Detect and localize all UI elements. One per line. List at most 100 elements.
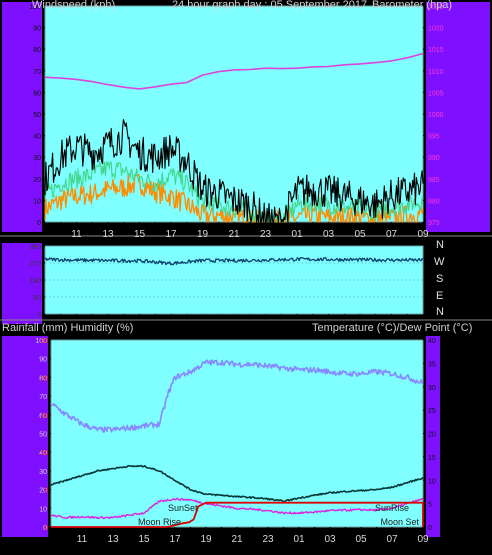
- windspeed-axis-title: Windspeed (kph): [32, 0, 116, 11]
- annotation-sunset: SunSet: [168, 503, 198, 513]
- series-temperature-c: [50, 464, 424, 503]
- humidity-axis-label: 10: [39, 506, 47, 513]
- direction-axis-label: 0: [37, 312, 41, 319]
- compass-label-n: N: [436, 239, 444, 251]
- barometer-axis-label: 1015: [428, 47, 444, 54]
- series-rainfall-mm: [51, 501, 424, 528]
- barometer-axis-label: 980: [428, 198, 440, 205]
- x-tick-label: 03: [324, 534, 336, 545]
- x-tick-label: 19: [197, 229, 209, 240]
- right-axis-panel-2: [426, 336, 440, 537]
- series-wind-gust: [44, 161, 424, 223]
- x-tick-label: 09: [417, 229, 429, 240]
- x-tick-label: 23: [262, 534, 274, 545]
- barometer-axis-label: 975: [428, 220, 440, 227]
- x-tick-label: 21: [228, 229, 240, 240]
- windspeed-axis-label: 20: [33, 177, 41, 184]
- temperature-axis-label: 5: [428, 502, 432, 509]
- x-tick-label: 15: [138, 534, 150, 545]
- series-windspeed-kph: [44, 119, 424, 223]
- direction-axis-label: 180: [29, 278, 41, 285]
- x-tick-label: 13: [107, 534, 119, 545]
- compass-label-e: E: [436, 290, 444, 302]
- temperature-axis-label: 15: [428, 455, 436, 462]
- series-wind-spread: [44, 173, 424, 223]
- compass-label-n2: N: [436, 306, 444, 318]
- left-axis-panel-1: [2, 243, 42, 324]
- x-tick-label: 11: [77, 534, 88, 545]
- direction-axis-label: 270: [29, 261, 41, 268]
- windspeed-axis-label: 30: [33, 155, 41, 162]
- x-tick-label: 17: [165, 229, 177, 240]
- plot-area-2: [50, 339, 424, 528]
- rainfall-axis-label: 20: [40, 375, 48, 382]
- series-barometer-hpa: [44, 52, 424, 90]
- humidity-axis-label: 100: [35, 338, 47, 345]
- direction-axis-label: 360: [29, 244, 41, 251]
- rainfall-axis-label: 5: [44, 488, 48, 495]
- x-tick-label: 09: [417, 534, 429, 545]
- windspeed-axis-label: 10: [33, 198, 41, 205]
- barometer-axis-label: 1025: [428, 4, 444, 11]
- rainfall-axis-label: 10: [40, 450, 48, 457]
- x-tick-label: 23: [260, 229, 272, 240]
- compass-label-w: W: [434, 256, 445, 268]
- rainfall-axis-label: 25: [40, 338, 48, 345]
- annotation-sunrise: SunRise: [375, 503, 409, 513]
- barometer-axis-label: 1010: [428, 69, 444, 76]
- left-axis-panel-0: [2, 2, 42, 232]
- humidity-axis-label: 30: [39, 469, 47, 476]
- direction-axis-label: 90: [33, 295, 41, 302]
- x-tick-label: 07: [386, 229, 398, 240]
- windspeed-axis-label: 100: [29, 4, 41, 11]
- temperature-axis-label: 10: [428, 478, 436, 485]
- temperature-axis-label: 40: [428, 338, 436, 345]
- x-tick-label: 11: [71, 229, 82, 240]
- right-axis-panel-0: [426, 2, 490, 232]
- humidity-axis-label: 90: [39, 357, 47, 364]
- windspeed-axis-label: 40: [33, 134, 41, 141]
- windspeed-axis-label: 60: [33, 90, 41, 97]
- humidity-axis-label: 40: [39, 450, 47, 457]
- x-tick-label: 13: [102, 229, 114, 240]
- rainfall-axis-label: 0: [44, 525, 48, 532]
- x-tick-label: 07: [386, 534, 398, 545]
- compass-label-s: S: [436, 273, 444, 285]
- x-tick-label: 01: [293, 534, 305, 545]
- humidity-axis-label: 20: [39, 488, 47, 495]
- graph-title: 24 hour graph day : 05 September 2017: [172, 0, 368, 11]
- barometer-axis-label: 990: [428, 155, 440, 162]
- temperature-axis-label: 0: [428, 525, 432, 532]
- temperature-axis-label: 20: [428, 432, 436, 439]
- barometer-axis-label: 985: [428, 177, 440, 184]
- x-tick-label: 15: [134, 229, 146, 240]
- series-dew-point-c: [50, 497, 424, 520]
- windspeed-axis-label: 0: [37, 220, 41, 227]
- barometer-axis-label: 1005: [428, 90, 444, 97]
- barometer-axis-label: 995: [428, 134, 440, 141]
- temperature-axis-label: 35: [428, 361, 436, 368]
- temperature-axis-label: 25: [428, 408, 436, 415]
- x-tick-label: 01: [291, 229, 303, 240]
- series-wind-direction: [44, 257, 424, 266]
- barometer-axis-title: Barometer (hpa): [372, 0, 453, 11]
- x-tick-label: 05: [354, 229, 366, 240]
- temperature-dewpoint-axis-title: Temperature (°C)/Dew Point (°C): [312, 322, 473, 334]
- x-tick-label: 03: [323, 229, 335, 240]
- temperature-axis-label: 30: [428, 385, 436, 392]
- x-tick-label: 19: [200, 534, 212, 545]
- humidity-axis-label: 50: [39, 432, 47, 439]
- x-tick-label: 17: [169, 534, 181, 545]
- humidity-axis-label: 0: [43, 525, 47, 532]
- left-axis-panel-2: [2, 336, 48, 537]
- barometer-axis-label: 1000: [428, 112, 444, 119]
- windspeed-axis-label: 90: [33, 26, 41, 33]
- rainfall-humidity-axis-title: Rainfall (mm) Humidity (%): [2, 322, 134, 334]
- x-tick-label: 21: [231, 534, 243, 545]
- annotation-moon-rise: Moon Rise: [138, 517, 181, 527]
- barometer-axis-label: 1020: [428, 26, 444, 33]
- humidity-axis-label: 60: [39, 413, 47, 420]
- humidity-axis-label: 80: [39, 375, 47, 382]
- windspeed-axis-label: 50: [33, 112, 41, 119]
